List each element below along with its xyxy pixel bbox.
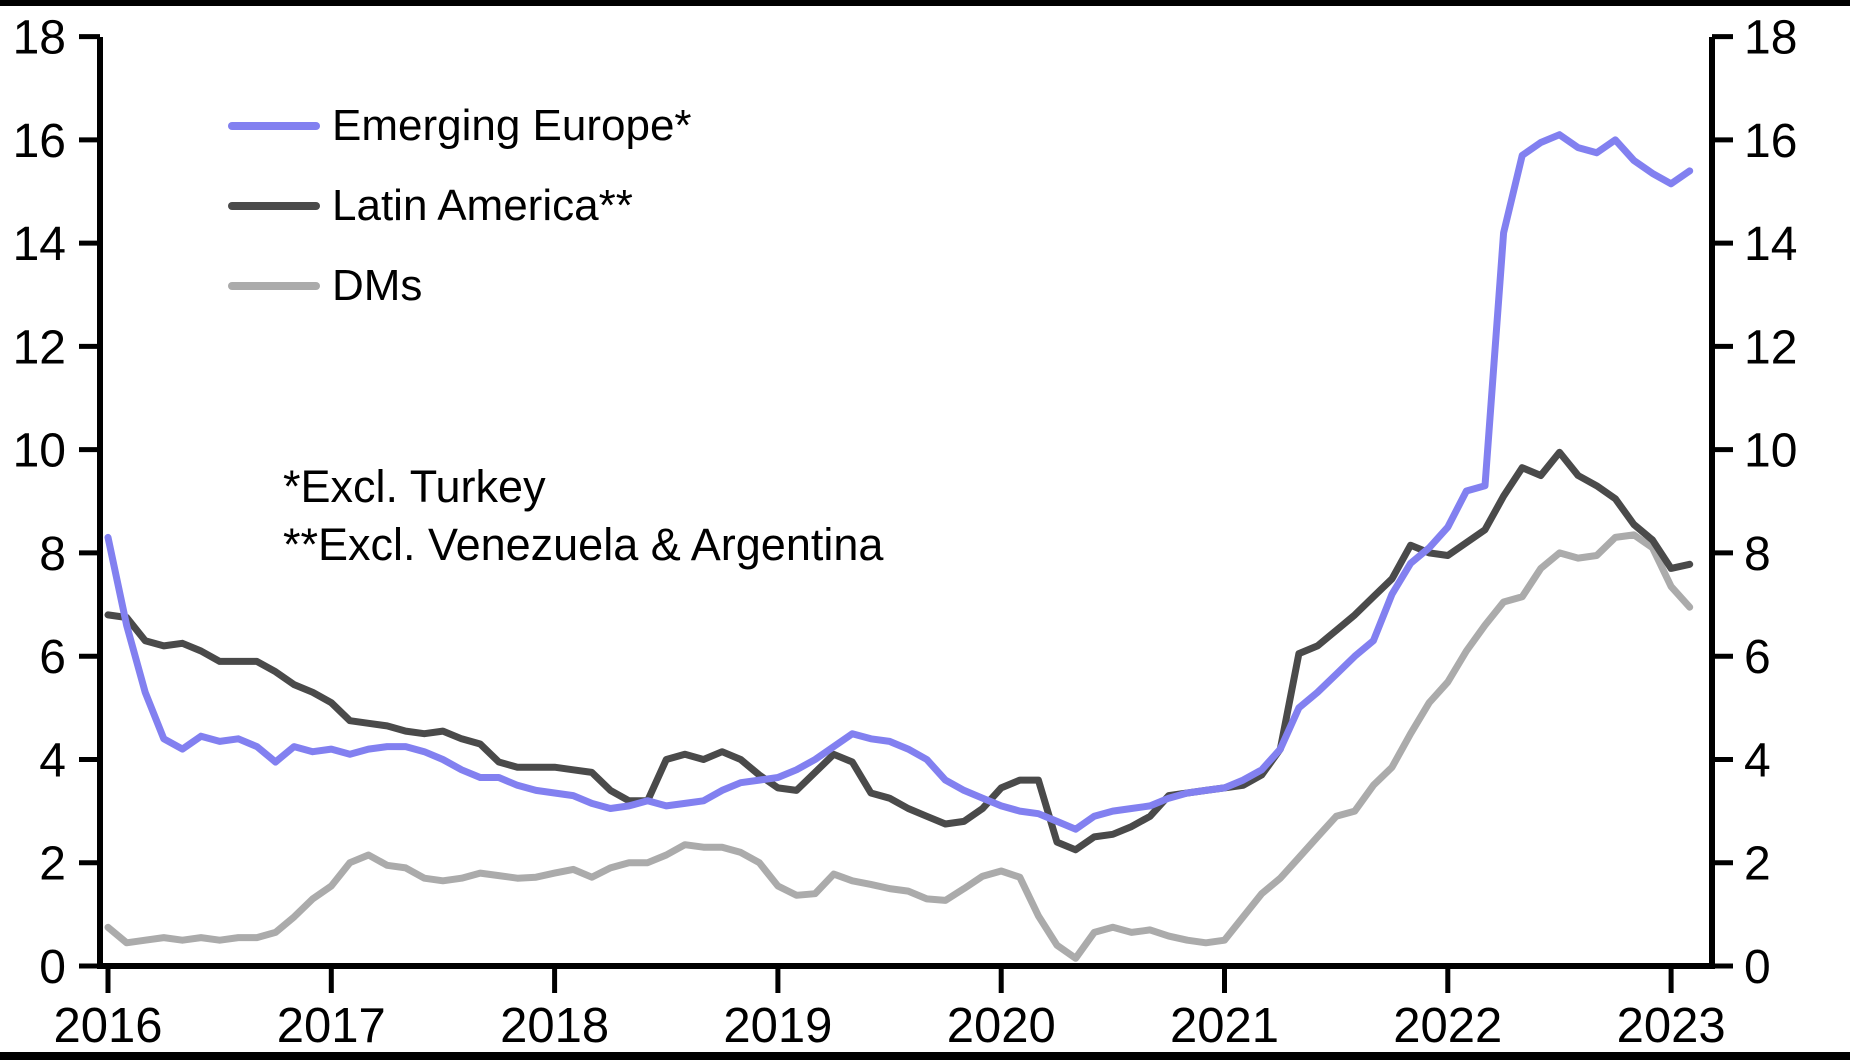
svg-text:6: 6 (39, 631, 66, 684)
series-line-emerging-europe- (104, 131, 1694, 833)
footnotes: *Excl. Turkey **Excl. Venezuela & Argent… (283, 458, 883, 574)
top-border-rule (0, 0, 1850, 6)
svg-text:6: 6 (1744, 631, 1771, 684)
svg-text:2017: 2017 (277, 999, 386, 1053)
legend-item-emerging-europe: Emerging Europe* (228, 86, 692, 166)
footnote-excl-turkey: *Excl. Turkey (283, 461, 546, 512)
svg-text:2019: 2019 (723, 999, 832, 1053)
svg-text:10: 10 (1744, 425, 1797, 478)
series-line-dms (104, 531, 1694, 962)
svg-text:16: 16 (1744, 115, 1797, 168)
legend-line-swatch-dms (228, 282, 320, 290)
svg-text:18: 18 (13, 12, 66, 65)
legend-label: Emerging Europe* (332, 101, 692, 150)
svg-text:2021: 2021 (1170, 999, 1279, 1053)
bottom-border-rule (0, 1052, 1850, 1060)
svg-text:12: 12 (1744, 321, 1797, 374)
svg-text:14: 14 (1744, 218, 1797, 271)
svg-text:16: 16 (13, 115, 66, 168)
footnote-excl-venezuela-argentina: **Excl. Venezuela & Argentina (283, 519, 884, 570)
legend-item-latin-america: Latin America** (228, 166, 692, 246)
legend-label: DMs (332, 261, 423, 310)
svg-text:2022: 2022 (1393, 999, 1502, 1053)
svg-text:4: 4 (1744, 734, 1771, 787)
legend: Emerging Europe* Latin America** DMs (228, 86, 692, 326)
svg-text:14: 14 (13, 218, 66, 271)
svg-text:0: 0 (39, 941, 66, 994)
svg-text:8: 8 (39, 528, 66, 581)
svg-text:2: 2 (1744, 838, 1771, 891)
svg-text:2023: 2023 (1617, 999, 1726, 1053)
svg-text:2018: 2018 (500, 999, 609, 1053)
svg-text:0: 0 (1744, 941, 1771, 994)
legend-line-swatch-latin-america (228, 202, 320, 210)
legend-item-dms: DMs (228, 246, 692, 326)
svg-text:10: 10 (13, 425, 66, 478)
legend-label: Latin America** (332, 181, 633, 230)
svg-text:2016: 2016 (53, 999, 162, 1053)
svg-text:4: 4 (39, 734, 66, 787)
svg-text:18: 18 (1744, 12, 1797, 65)
svg-text:12: 12 (13, 321, 66, 374)
svg-text:8: 8 (1744, 528, 1771, 581)
svg-text:2020: 2020 (947, 999, 1056, 1053)
legend-line-swatch-emerging-europe (228, 122, 320, 130)
svg-text:2: 2 (39, 838, 66, 891)
